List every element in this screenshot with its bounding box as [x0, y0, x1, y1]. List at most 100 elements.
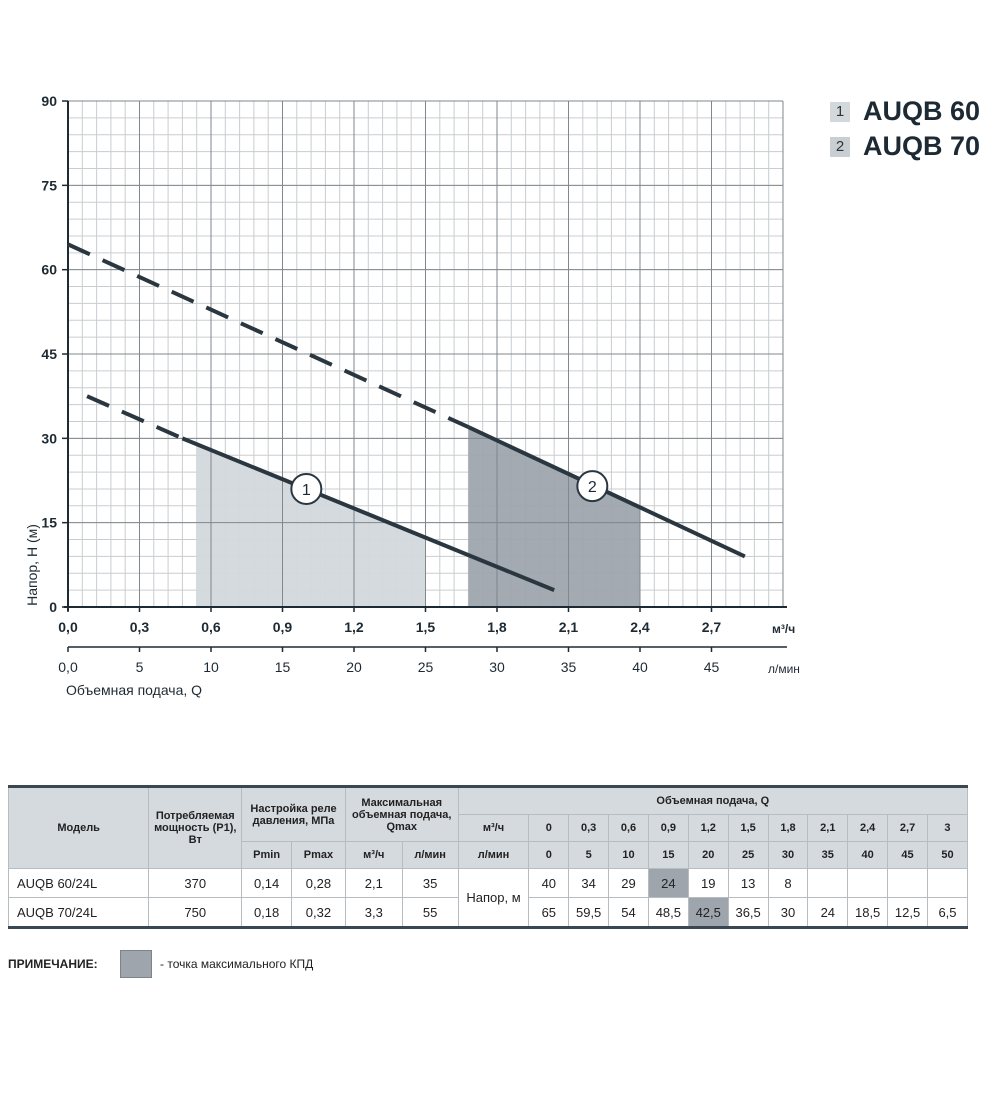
- cell-pmax: 0,32: [291, 897, 346, 928]
- th-flow-lmin: 5: [568, 841, 610, 869]
- y-tick-label: 15: [41, 515, 57, 531]
- note-text: - точка максимального КПД: [160, 957, 314, 971]
- series-2-badge-label: 2: [588, 479, 597, 496]
- legend-item-auqb-60: 1 AUQB 60: [830, 96, 1000, 128]
- th-qmax-lmin: л/мин: [401, 841, 459, 869]
- cell-head-value: [807, 868, 849, 898]
- th-flow-m3h: 1,5: [727, 814, 769, 842]
- x-tick-label: 2,1: [559, 619, 579, 635]
- th-flow-m3h: 0,3: [568, 814, 610, 842]
- legend-swatch-2: 2: [830, 137, 850, 157]
- x2-tick-label: 0,0: [58, 659, 78, 675]
- th-flow-m3h: 2,4: [847, 814, 889, 842]
- th-relay: Настройка реле давления, МПа: [241, 786, 346, 842]
- cell-head-value: 6,5: [926, 897, 969, 928]
- th-flow-unit-m3h: м³/ч: [457, 814, 530, 842]
- chart-axes: [62, 100, 787, 652]
- th-pmin: Pmin: [241, 841, 293, 869]
- cell-power: 750: [148, 897, 243, 928]
- th-flow-m3h: 0,6: [608, 814, 649, 842]
- th-flow-unit-lmin: л/мин: [457, 841, 530, 869]
- operating-range-1: [196, 444, 426, 607]
- cell-head-value: 34: [568, 868, 610, 898]
- th-flow: Объемная подача, Q: [457, 786, 969, 815]
- y-tick-label: 75: [41, 177, 57, 193]
- operating-range-2: [468, 427, 640, 607]
- cell-head-value: 65: [528, 897, 570, 928]
- th-flow-m3h: 1,2: [687, 814, 729, 842]
- cell-head-value: 24: [647, 868, 689, 898]
- cell-head-value: 8: [767, 868, 809, 898]
- cell-head-value: 13: [727, 868, 769, 898]
- series-1-badge: [290, 472, 323, 505]
- table-row: AUQB 70/24L 750 0,18 0,32 3,3 55 65 59,5 5…: [7, 897, 969, 928]
- th-flow-m3h: 0: [528, 814, 570, 842]
- cell-head-value: 29: [608, 868, 649, 898]
- th-flow-lmin: 20: [687, 841, 729, 869]
- cell-head-value: 19: [687, 868, 729, 898]
- note-label: ПРИМЕЧАНИЕ:: [8, 957, 98, 971]
- th-qmax-m3h: м³/ч: [344, 841, 403, 869]
- th-flow-m3h: 3: [926, 814, 969, 842]
- cell-head-value: 36,5: [727, 897, 769, 928]
- note-highlight-swatch: [120, 950, 152, 978]
- x2-tick-label: 30: [489, 659, 505, 675]
- series-1-dashed: [86, 394, 184, 441]
- x-tick-label: 1,8: [487, 619, 507, 635]
- cell-qmax-lmin: 35: [401, 868, 459, 898]
- cell-pmax: 0,28: [291, 868, 346, 898]
- cell-head-value: [887, 868, 928, 898]
- cell-pmin: 0,14: [241, 868, 293, 898]
- legend-swatch-1: 1: [830, 102, 850, 122]
- legend-label-1: AUQB 60: [863, 96, 981, 126]
- x2-tick-label: 35: [561, 659, 577, 675]
- cell-head-value: 24: [807, 897, 849, 928]
- x2-tick-label: 5: [136, 659, 144, 675]
- th-flow-m3h: 1,8: [767, 814, 809, 842]
- cell-head-value: 42,5: [687, 897, 729, 928]
- cell-qmax-m3h: 3,3: [344, 897, 403, 928]
- th-pmax: Pmax: [291, 841, 346, 869]
- cell-model: AUQB 70/24L: [7, 897, 150, 928]
- cell-qmax-lmin: 55: [401, 897, 459, 928]
- x2-tick-label: 45: [704, 659, 720, 675]
- x2-tick-label: 40: [632, 659, 648, 675]
- th-flow-m3h: 0,9: [647, 814, 689, 842]
- legend-item-auqb-70: 2 AUQB 70: [830, 131, 1000, 163]
- cell-head-value: 12,5: [887, 897, 928, 928]
- x-tick-label: 0,3: [130, 619, 150, 635]
- x2-axis-unit: л/мин: [768, 662, 800, 676]
- chart-tick-labels: 0,0 0,3 0,6 0,9 1,2 1,5 1,8 2,1 2,4 2,70,0 5 10 15 20…: [41, 93, 721, 675]
- th-qmax: Максимальная объемная подача, Qmax: [344, 786, 459, 842]
- y-tick-label: 0: [49, 599, 57, 615]
- th-model: Модель: [7, 786, 150, 869]
- th-flow-lmin: 40: [847, 841, 889, 869]
- chart-operating-ranges: [196, 427, 640, 607]
- series-1-badge-label: 1: [302, 482, 311, 499]
- cell-head-value: 40: [528, 868, 570, 898]
- th-flow-lmin: 35: [807, 841, 849, 869]
- th-flow-m3h: 2,7: [887, 814, 928, 842]
- th-flow-lmin: 25: [727, 841, 769, 869]
- th-flow-lmin: 0: [528, 841, 570, 869]
- x-tick-label: 0,0: [58, 619, 78, 635]
- cell-head-value: [847, 868, 889, 898]
- x-tick-label: 1,5: [416, 619, 436, 635]
- x-axis-unit: м³/ч: [772, 622, 795, 636]
- cell-head-label: Напор, м: [457, 868, 530, 928]
- x-tick-label: 2,4: [630, 619, 650, 635]
- x2-tick-label: 15: [275, 659, 291, 675]
- y-tick-label: 30: [41, 430, 57, 446]
- table-row: AUQB 60/24L 370 0,14 0,28 2,1 35 Напор, …: [7, 868, 969, 928]
- x-tick-label: 0,6: [201, 619, 221, 635]
- x-axis-label: Объемная подача, Q: [66, 682, 202, 698]
- cell-pmin: 0,18: [241, 897, 293, 928]
- th-flow-m3h: 2,1: [807, 814, 849, 842]
- th-flow-lmin: 45: [887, 841, 928, 869]
- x-tick-label: 2,7: [702, 619, 722, 635]
- th-flow-lmin: 10: [608, 841, 649, 869]
- series-2-badge: [576, 470, 609, 503]
- cell-head-value: 54: [608, 897, 649, 928]
- cell-head-value: 59,5: [568, 897, 610, 928]
- y-axis-label: Напор, H (м): [24, 524, 40, 606]
